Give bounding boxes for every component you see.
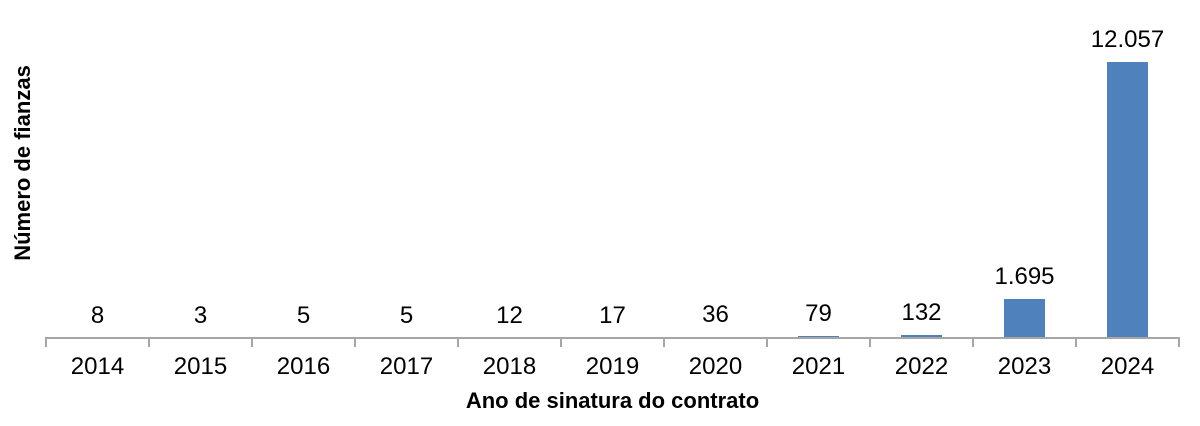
value-label-2016: 5 xyxy=(296,302,311,330)
bar-cell-2015: 3 xyxy=(149,0,252,338)
value-label-2024: 12.057 xyxy=(1090,26,1165,54)
x-axis-labels: 2014 2015 2016 2017 2018 2019 2020 2021 2022 2023… xyxy=(46,353,1179,381)
bar-cell-2018: 12 xyxy=(458,0,561,338)
x-axis-label-2024: 2024 xyxy=(1100,353,1155,380)
x-axis-label-2021: 2021 xyxy=(791,353,846,380)
bar-cell-2023: 1.695 xyxy=(973,0,1076,338)
value-label-2017: 5 xyxy=(399,302,414,330)
bar-cell-2022: 132 xyxy=(870,0,973,338)
bar-cell-2017: 5 xyxy=(355,0,458,338)
bar-cell-2020: 36 xyxy=(664,0,767,338)
x-axis-tick xyxy=(663,337,665,347)
value-label-2022: 132 xyxy=(901,299,942,327)
bar-cell-2024: 12.057 xyxy=(1076,0,1179,338)
value-label-2021: 79 xyxy=(805,300,832,328)
value-label-2018: 12 xyxy=(496,302,523,330)
x-axis-title: Ano de sinatura do contrato xyxy=(465,388,760,413)
value-label-2023: 1.695 xyxy=(994,263,1055,291)
value-label-2019: 17 xyxy=(599,302,626,330)
x-axis-label-2018: 2018 xyxy=(482,353,537,380)
x-axis-tick xyxy=(1075,337,1077,347)
x-axis-label-2017: 2017 xyxy=(379,353,434,380)
x-axis-tick xyxy=(766,337,768,347)
x-axis-tick xyxy=(869,337,871,347)
x-axis-tick xyxy=(148,337,150,347)
x-axis-label-2022: 2022 xyxy=(894,353,949,380)
bar-cell-2014: 8 xyxy=(46,0,149,338)
value-label-2015: 3 xyxy=(193,302,208,330)
x-axis-tick xyxy=(560,337,562,347)
x-axis-tick xyxy=(972,337,974,347)
x-axis-line xyxy=(45,337,1180,339)
bar-cell-2021: 79 xyxy=(767,0,870,338)
x-axis-tick xyxy=(1178,337,1180,347)
bar-2023 xyxy=(1004,299,1045,338)
value-label-2014: 8 xyxy=(90,302,105,330)
x-axis-label-2015: 2015 xyxy=(173,353,228,380)
y-axis-title: Número de fianzas xyxy=(10,65,35,261)
bar-cell-2019: 17 xyxy=(561,0,664,338)
bar-2022 xyxy=(901,335,942,338)
x-axis-tick xyxy=(457,337,459,347)
x-axis-label-2019: 2019 xyxy=(585,353,640,380)
value-label-2020: 36 xyxy=(702,301,729,329)
plot-area: 8 3 5 5 12 17 36 79 132 1.695 12.057 xyxy=(46,0,1179,338)
x-axis-tick xyxy=(251,337,253,347)
x-axis-label-2016: 2016 xyxy=(276,353,331,380)
x-axis-tick xyxy=(45,337,47,347)
bar-2024 xyxy=(1107,62,1148,338)
x-axis-label-2023: 2023 xyxy=(997,353,1052,380)
bar-cell-2016: 5 xyxy=(252,0,355,338)
bars-container: 8 3 5 5 12 17 36 79 132 1.695 12.057 xyxy=(46,0,1179,338)
x-axis-label-2020: 2020 xyxy=(688,353,743,380)
x-axis-tick xyxy=(354,337,356,347)
x-axis-label-2014: 2014 xyxy=(70,353,125,380)
